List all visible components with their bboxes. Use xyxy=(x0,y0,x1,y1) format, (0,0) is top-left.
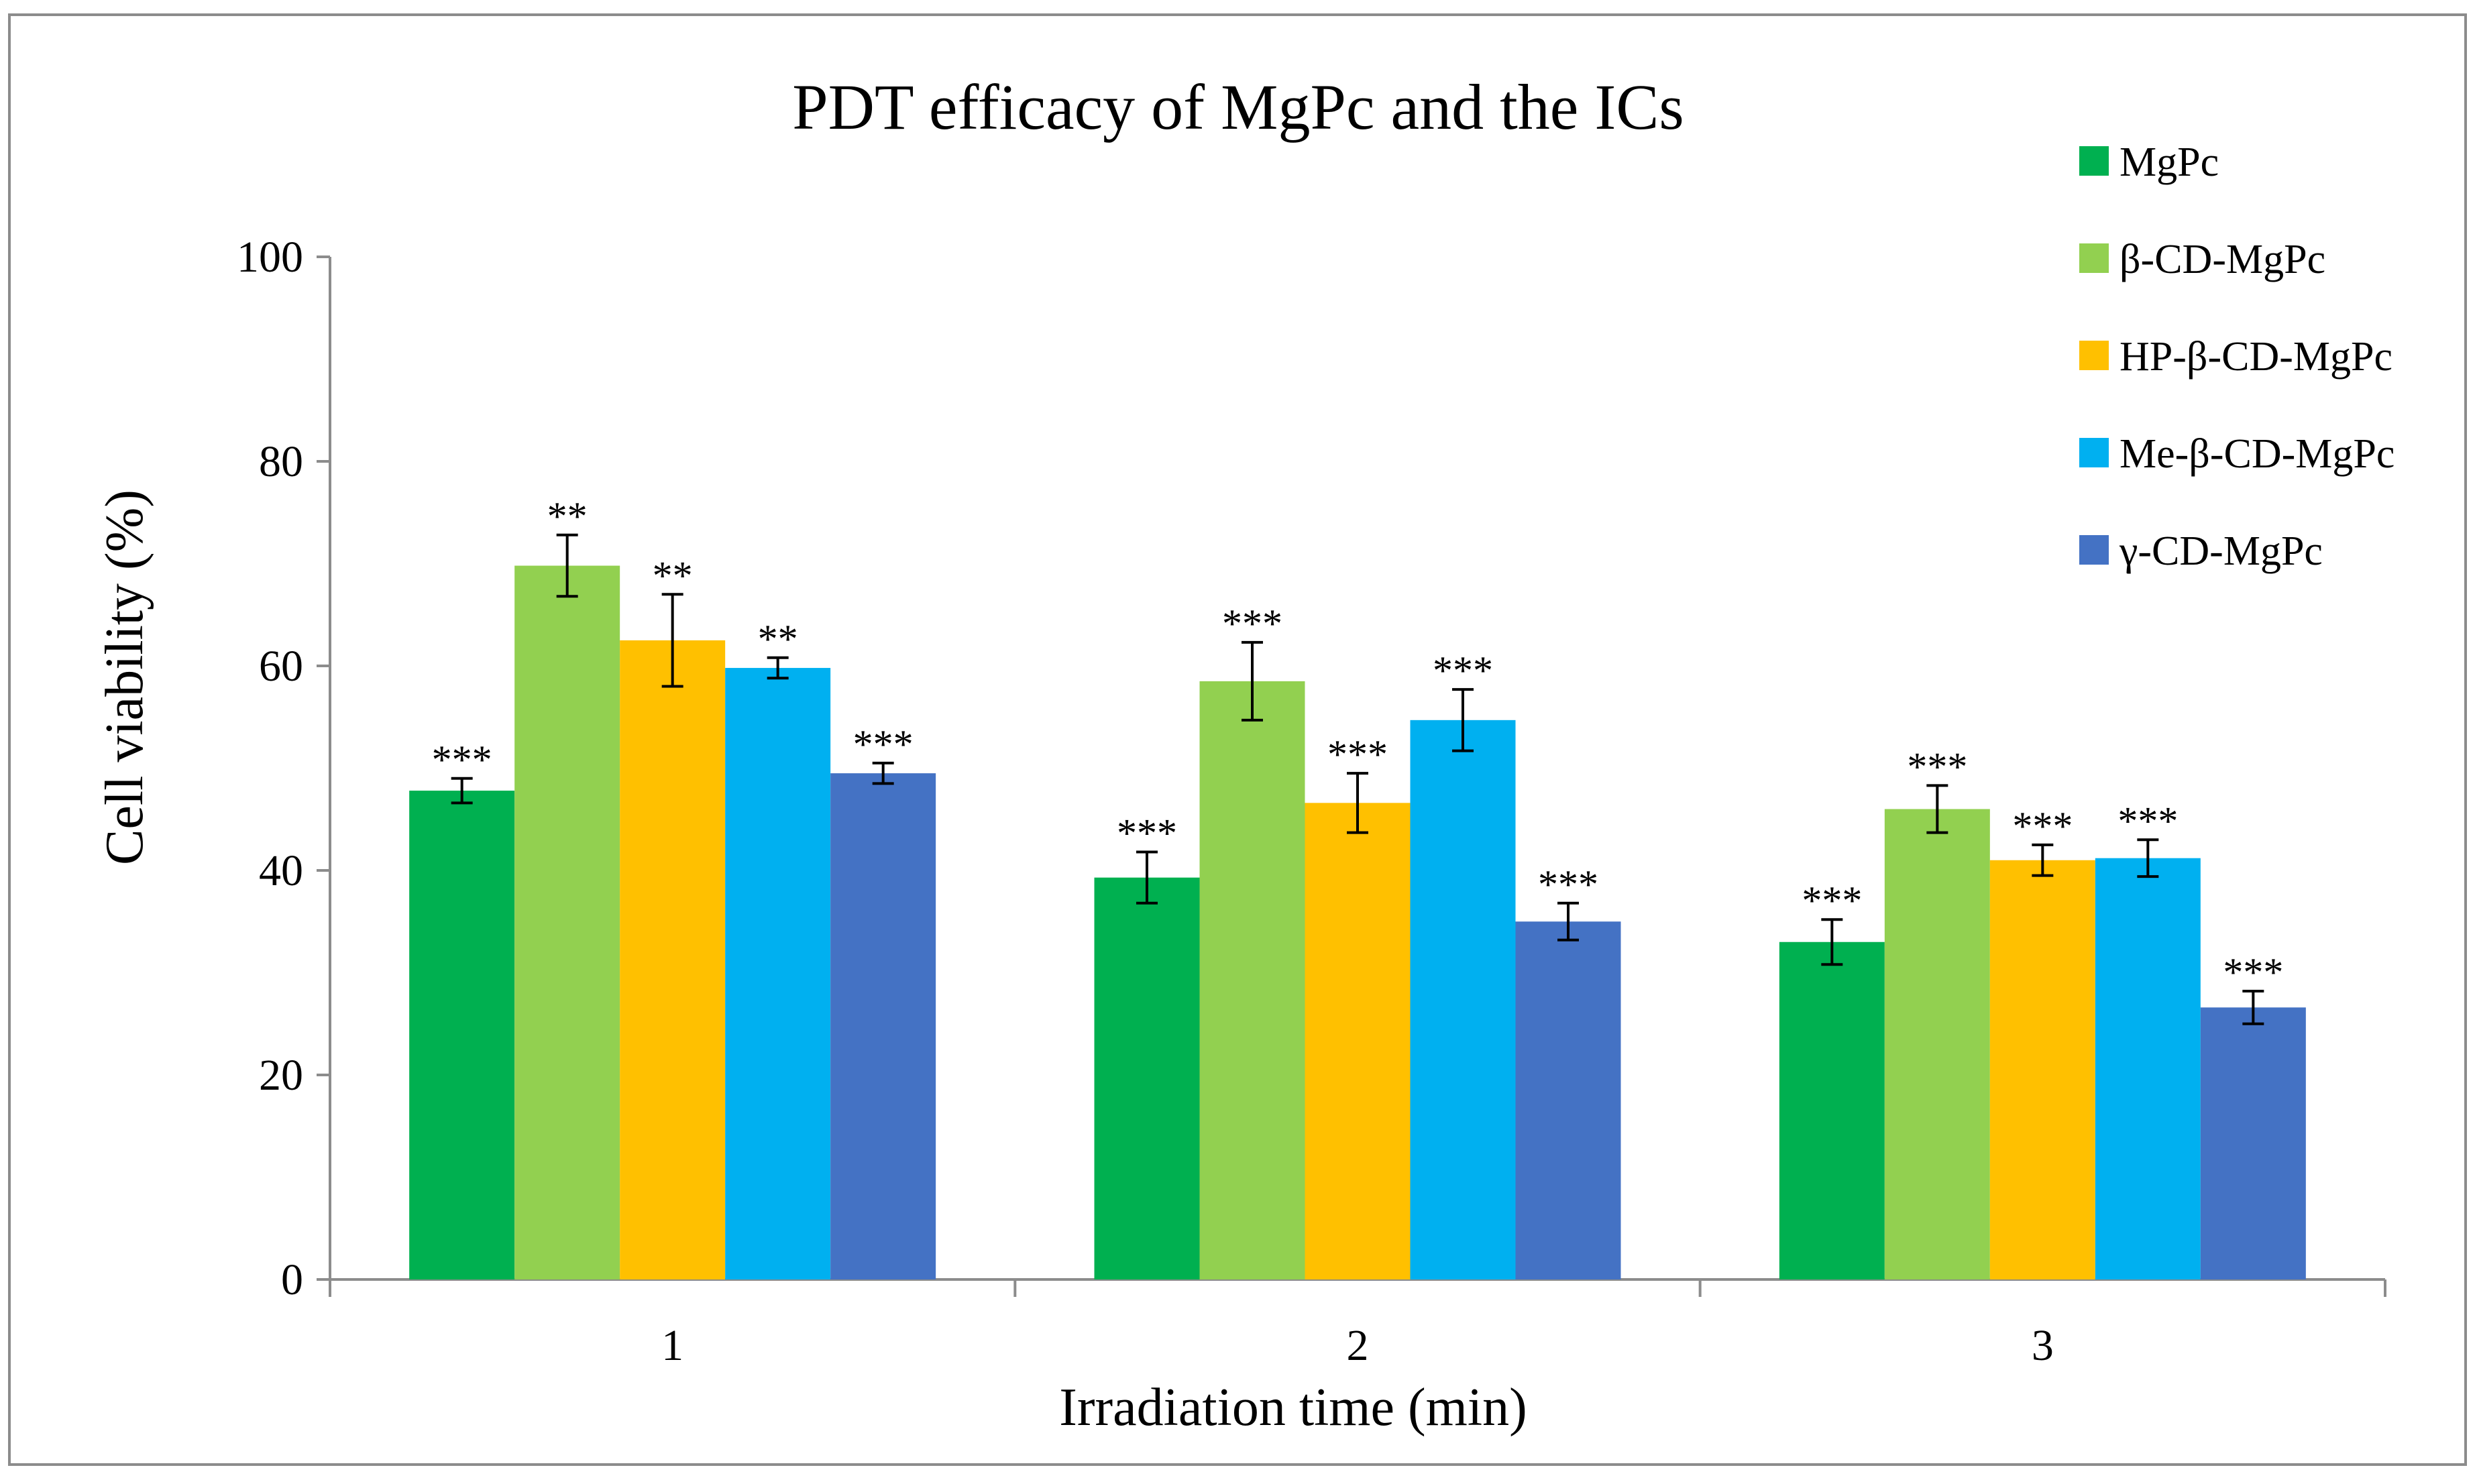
significance-label: ** xyxy=(758,617,798,661)
significance-label: *** xyxy=(1538,862,1598,907)
legend-label: HP-β-CD-MgPc xyxy=(2120,334,2392,380)
y-tick-label: 20 xyxy=(259,1051,303,1100)
bar xyxy=(830,773,936,1279)
significance-label: *** xyxy=(432,738,492,782)
legend-label: γ-CD-MgPc xyxy=(2119,528,2323,574)
y-tick-label: 40 xyxy=(259,846,303,895)
significance-label: *** xyxy=(1433,648,1493,693)
significance-label: *** xyxy=(2012,804,2073,848)
legend-label: MgPc xyxy=(2120,139,2219,185)
bar xyxy=(1305,803,1411,1279)
bar xyxy=(514,565,620,1279)
bars-group: ****************************************… xyxy=(409,494,2306,1279)
bar xyxy=(1199,681,1305,1279)
y-axis-label: Cell viability (%) xyxy=(95,490,154,865)
significance-label: *** xyxy=(1907,744,1967,789)
x-tick-label: 2 xyxy=(1347,1321,1369,1370)
chart-title: PDT efficacy of MgPc and the ICs xyxy=(792,71,1684,143)
bar xyxy=(2095,858,2201,1279)
significance-label: *** xyxy=(1802,878,1862,923)
bar xyxy=(1515,921,1621,1279)
y-tick-label: 100 xyxy=(237,233,303,282)
legend-swatch xyxy=(2079,535,2109,565)
significance-label: *** xyxy=(2117,799,2178,843)
bar xyxy=(725,668,831,1279)
bar xyxy=(2200,1007,2306,1279)
legend-swatch xyxy=(2079,243,2109,273)
x-axis-label: Irradiation time (min) xyxy=(1059,1378,1527,1437)
bar xyxy=(1410,720,1516,1279)
bar xyxy=(620,640,726,1279)
legend-swatch xyxy=(2079,438,2109,467)
y-tick-label: 60 xyxy=(259,642,303,691)
y-tick-label: 80 xyxy=(259,437,303,486)
legend-swatch xyxy=(2079,341,2109,370)
legend: MgPc β-CD-MgPc HP-β-CD-MgPc Me-β-CD-MgPc γ-C… xyxy=(2079,139,2395,574)
bar xyxy=(1779,941,1885,1279)
significance-label: *** xyxy=(1222,602,1282,646)
bar xyxy=(1989,860,2095,1279)
significance-label: ** xyxy=(653,553,693,597)
significance-label: *** xyxy=(853,722,914,766)
significance-label: *** xyxy=(2223,950,2283,994)
x-tick-label: 3 xyxy=(2032,1321,2054,1370)
legend-swatch xyxy=(2079,146,2109,176)
bar xyxy=(1094,877,1200,1279)
y-tick-label: 0 xyxy=(281,1255,303,1304)
bar xyxy=(1884,809,1990,1279)
legend-label: Me-β-CD-MgPc xyxy=(2120,431,2395,477)
x-tick-label: 1 xyxy=(661,1321,683,1370)
legend-label: β-CD-MgPc xyxy=(2120,237,2325,282)
bar xyxy=(409,791,515,1279)
significance-label: ** xyxy=(547,494,588,538)
significance-label: *** xyxy=(1117,811,1177,856)
significance-label: *** xyxy=(1327,732,1388,777)
